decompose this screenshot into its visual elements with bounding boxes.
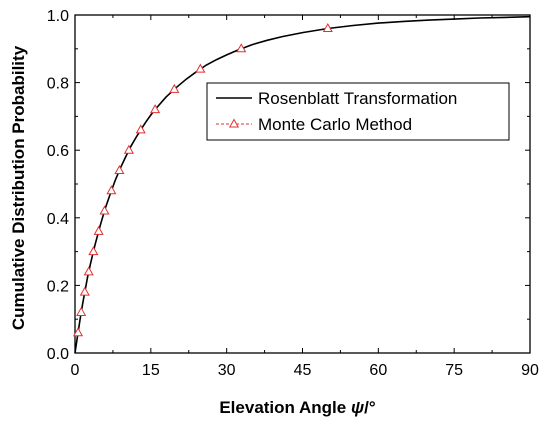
x-axis-title: Elevation Angle ψ/°: [219, 398, 375, 417]
series-line-monte-carlo: [74, 16, 531, 354]
monte-carlo-marker: [76, 306, 87, 316]
y-axis-ticks: 0.0 0.2 0.4 0.6 0.8 1.0: [47, 8, 530, 363]
x-tick-label: 90: [521, 362, 539, 379]
monte-carlo-marker: [83, 266, 94, 276]
y-tick-label: 0.6: [47, 143, 69, 160]
monte-carlo-marker: [114, 164, 125, 174]
x-tick-label: 15: [142, 362, 160, 379]
monte-carlo-marker: [195, 63, 206, 73]
legend-label-rosenblatt: Rosenblatt Transformation: [258, 89, 457, 108]
monte-carlo-marker: [93, 225, 104, 235]
y-tick-label: 0.0: [47, 346, 69, 363]
monte-carlo-marker: [72, 327, 84, 337]
y-tick-label: 1.0: [47, 8, 69, 25]
monte-carlo-marker: [236, 43, 247, 53]
series-line-rosenblatt: [74, 15, 531, 354]
y-tick-label: 0.2: [47, 278, 69, 295]
legend: Rosenblatt Transformation Monte Carlo Me…: [206, 82, 510, 141]
monte-carlo-marker: [106, 185, 117, 195]
monte-carlo-marker: [88, 246, 99, 256]
legend-box: [206, 82, 510, 141]
x-tick-label: 0: [71, 362, 80, 379]
monte-carlo-marker: [99, 205, 110, 215]
monte-carlo-marker: [123, 144, 134, 154]
legend-marker-monte-carlo: [228, 118, 240, 128]
monte-carlo-marker: [79, 286, 90, 296]
y-tick-label: 0.8: [47, 76, 69, 93]
x-tick-label: 30: [218, 362, 236, 379]
y-axis-title: Cumulative Distribution Probability: [9, 45, 28, 330]
legend-label-monte-carlo: Monte Carlo Method: [258, 115, 412, 134]
plot-frame: [74, 14, 531, 354]
plot-border: [74, 14, 531, 354]
x-tick-label: 45: [294, 362, 312, 379]
x-tick-label: 60: [369, 362, 387, 379]
monte-carlo-marker: [322, 22, 333, 33]
series-layer: [72, 15, 531, 354]
monte-carlo-marker: [135, 124, 146, 134]
y-tick-label: 0.4: [47, 211, 69, 228]
x-tick-label: 75: [445, 362, 463, 379]
x-axis-ticks: 0 15 30 45 60 75 90: [71, 15, 539, 379]
monte-carlo-marker: [169, 83, 180, 93]
monte-carlo-marker: [150, 104, 161, 114]
